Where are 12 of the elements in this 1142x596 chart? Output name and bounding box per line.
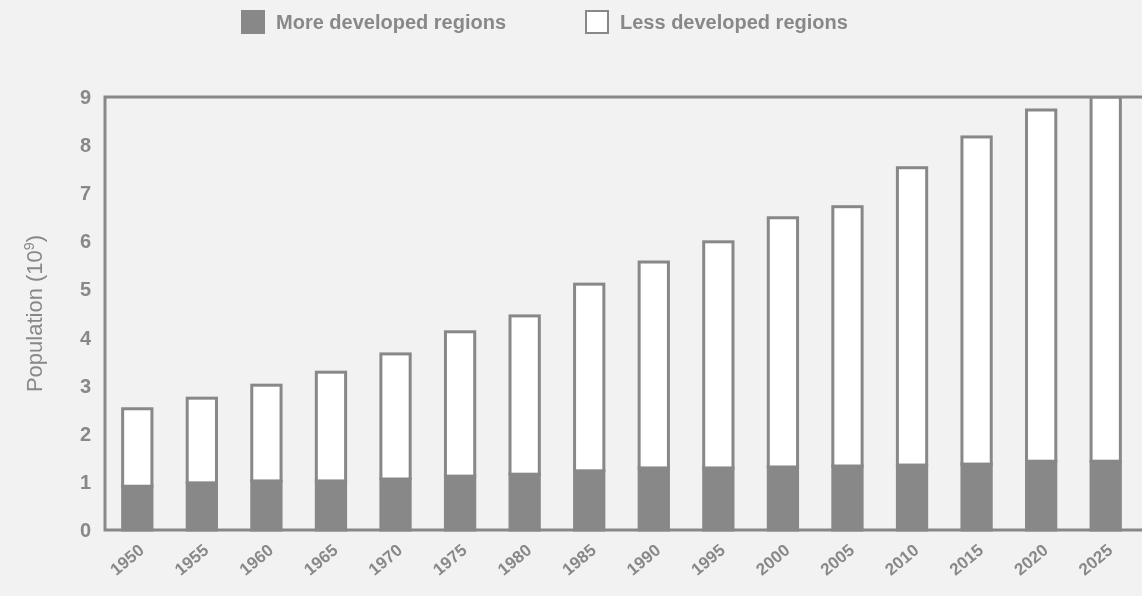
y-tick-label: 8 bbox=[79, 134, 91, 157]
legend-label: Less developed regions bbox=[620, 11, 848, 33]
y-tick-label: 6 bbox=[79, 230, 91, 253]
y-tick-label: 7 bbox=[79, 182, 91, 205]
y-tick-label: 1 bbox=[79, 470, 91, 493]
y-tick-label: 3 bbox=[79, 374, 91, 397]
legend-label: More developed regions bbox=[276, 11, 507, 33]
y-tick-label: 4 bbox=[79, 326, 92, 349]
y-tick-label: 0 bbox=[79, 519, 91, 541]
y-tick-label: 2 bbox=[79, 422, 91, 445]
y-tick-label: 9 bbox=[79, 86, 91, 108]
y-tick-label: 5 bbox=[79, 278, 91, 301]
